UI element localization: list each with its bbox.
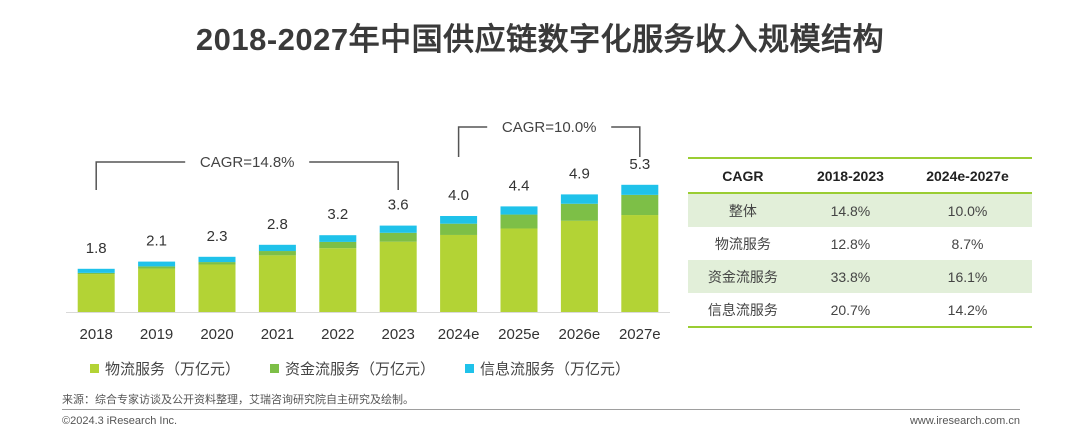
total-label: 2.3 <box>207 228 228 245</box>
table-cell: 8.7% <box>951 235 984 252</box>
total-label: 5.3 <box>629 156 650 173</box>
bar-segment-capital <box>77 272 115 275</box>
bar-segment-logistics <box>500 228 538 312</box>
x-tick-label: 2025e <box>498 326 540 343</box>
bar-segment-capital <box>379 232 417 242</box>
table-header-row: CAGR 2018-2023 2024e-2027e <box>688 157 1032 194</box>
bar-segment-capital <box>500 214 538 229</box>
table-cell: 14.2% <box>903 293 1032 328</box>
table-row: 整体 14.8% 10.0% <box>688 193 1032 227</box>
cagr-annotation: CAGR=10.0% <box>502 119 597 136</box>
total-label: 1.8 <box>86 240 107 257</box>
x-tick-label: 2024e <box>438 326 480 343</box>
legend-label-information: 信息流服务（万亿元） <box>480 361 631 378</box>
cagr-bracket-left <box>457 126 488 157</box>
table-row: 信息流服务 20.7% 14.2% <box>688 293 1032 328</box>
table-cell: 10.0% <box>903 193 1032 227</box>
x-tick-label: 2019 <box>140 326 173 343</box>
legend-swatch-information <box>465 364 475 373</box>
bar-segment-capital <box>138 266 176 269</box>
table-cell: 信息流服务 <box>688 293 798 328</box>
x-tick-label: 2021 <box>261 326 294 343</box>
bar-segment-capital <box>319 241 357 249</box>
bar-segment-logistics <box>440 234 478 312</box>
bar-segment-capital <box>621 194 659 216</box>
bar-segment-capital <box>258 251 296 256</box>
bar-segment-logistics <box>379 241 417 312</box>
bar-segment-capital <box>198 262 236 265</box>
legend-label-capital: 资金流服务（万亿元） <box>285 361 436 378</box>
bar-segment-capital <box>560 203 598 221</box>
legend-label-logistics: 物流服务（万亿元） <box>105 361 241 378</box>
bar-segment-information <box>77 268 115 273</box>
cagr-bracket-right <box>611 126 641 157</box>
x-tick-label: 2023 <box>382 326 415 343</box>
website: www.iresearch.com.cn <box>909 415 1020 427</box>
bar-segment-capital <box>440 223 478 235</box>
x-tick-label: 2026e <box>559 326 601 343</box>
bar-segment-logistics <box>77 274 115 312</box>
bar-segment-logistics <box>319 248 357 312</box>
total-label: 4.9 <box>569 165 590 182</box>
bar-segment-logistics <box>560 220 598 312</box>
table-header-cell: 2018-2023 <box>797 157 904 194</box>
table-row: 物流服务 12.8% 8.7% <box>688 227 1032 260</box>
total-label: 3.6 <box>388 197 409 214</box>
bar-segment-information <box>258 244 296 252</box>
total-label: 4.0 <box>448 187 469 204</box>
bar-segment-information <box>138 261 176 267</box>
x-tick-label: 2027e <box>619 326 661 343</box>
bar-segment-information <box>440 216 478 224</box>
x-tick-label: 2020 <box>200 326 233 343</box>
cagr-table: CAGR 2018-2023 2024e-2027e 整体 14.8% 10.0… <box>688 157 1032 328</box>
table-cell: 14.8% <box>797 193 904 227</box>
copyright: ©2024.3 iResearch Inc. <box>62 415 178 427</box>
bar-segment-information <box>500 206 538 215</box>
table-cell: 12.8% <box>830 235 871 252</box>
x-tick-label: 2018 <box>80 326 113 343</box>
bar-segment-logistics <box>258 255 296 312</box>
legend-item-information: 信息流服务（万亿元） <box>465 358 630 379</box>
cagr-bracket-left <box>95 161 186 190</box>
bar-segment-information <box>621 184 659 195</box>
bar-segment-logistics <box>138 268 176 312</box>
legend: 物流服务（万亿元） 资金流服务（万亿元） 信息流服务（万亿元） <box>90 358 630 379</box>
table-cell: 33.8% <box>797 260 904 293</box>
footer-divider <box>62 409 1020 410</box>
legend-item-logistics: 物流服务（万亿元） <box>90 358 240 379</box>
table-cell: 20.7% <box>797 293 904 328</box>
legend-swatch-logistics <box>90 364 99 373</box>
table-cell: 资金流服务 <box>688 260 798 293</box>
bar-segment-logistics <box>621 215 659 312</box>
bar-segment-information <box>198 256 236 263</box>
total-label: 2.1 <box>146 233 167 250</box>
total-label: 4.4 <box>509 177 530 194</box>
table-cell: 物流服务 <box>714 235 771 252</box>
table-cell: 16.1% <box>903 260 1032 293</box>
legend-swatch-capital <box>270 364 280 373</box>
source-note: 来源：综合专家访谈及公开资料整理，艾瑞咨询研究院自主研究及绘制。 <box>62 394 414 406</box>
table-header-cell: 2024e-2027e <box>903 157 1032 194</box>
bar-segment-information <box>379 225 417 233</box>
total-label: 2.8 <box>267 216 288 233</box>
bar-segment-information <box>319 235 357 242</box>
table-cell: 整体 <box>688 193 798 227</box>
total-label: 3.2 <box>327 206 348 223</box>
table-row: 资金流服务 33.8% 16.1% <box>688 260 1032 293</box>
cagr-bracket-right <box>309 161 399 190</box>
chart-title: 2018-2027年中国供应链数字化服务收入规模结构 <box>195 22 885 57</box>
x-tick-label: 2022 <box>321 326 354 343</box>
bar-segment-information <box>560 194 598 204</box>
table-header-cell: CAGR <box>688 157 798 194</box>
legend-item-capital: 资金流服务（万亿元） <box>270 358 435 379</box>
cagr-annotation: CAGR=14.8% <box>200 154 295 171</box>
bar-segment-logistics <box>198 264 236 312</box>
